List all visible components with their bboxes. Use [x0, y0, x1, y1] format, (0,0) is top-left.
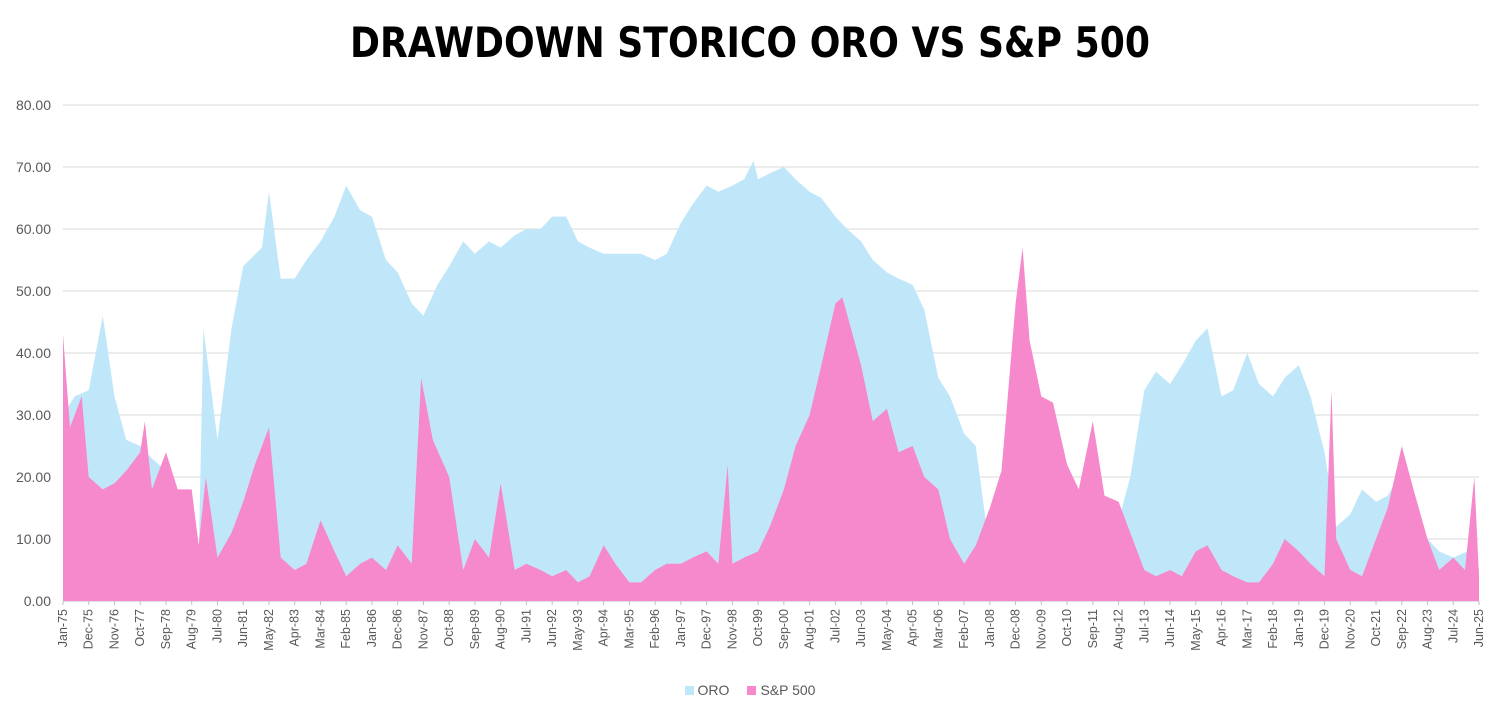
x-tick-label: Sep-22 [1395, 609, 1409, 649]
x-tick-label: Jan-86 [365, 609, 379, 647]
y-tick-label: 60.00 [16, 221, 51, 237]
x-tick-label: Aug-79 [185, 609, 199, 649]
y-tick-label: 30.00 [16, 407, 51, 423]
x-tick-label: May-93 [571, 609, 585, 651]
x-tick-label: Feb-18 [1266, 609, 1280, 649]
legend-swatch-oro [684, 685, 694, 695]
x-tick-label: Jun-92 [545, 609, 559, 647]
x-tick-label: Nov-98 [725, 609, 739, 649]
legend-label-sp500: S&P 500 [760, 682, 816, 698]
x-tick-label: Oct-10 [1060, 609, 1074, 647]
x-tick-label: Aug-12 [1112, 609, 1126, 649]
legend-item-oro: ORO [684, 682, 730, 698]
y-tick-label: 80.00 [16, 97, 51, 113]
x-tick-label: Oct-99 [751, 609, 765, 647]
x-tick-label: Jul-80 [210, 609, 224, 643]
y-tick-label: 10.00 [16, 531, 51, 547]
x-tick-label: Jul-13 [1137, 609, 1151, 643]
x-tick-label: Dec-97 [700, 609, 714, 649]
x-tick-label: Nov-09 [1034, 609, 1048, 649]
x-tick-label: Aug-90 [494, 609, 508, 649]
y-tick-label: 20.00 [16, 469, 51, 485]
x-tick-label: Jul-02 [828, 609, 842, 643]
x-tick-label: Sep-78 [159, 609, 173, 649]
x-tick-label: Nov-76 [107, 609, 121, 649]
x-tick-label: Jul-24 [1446, 609, 1460, 643]
x-tick-label: Nov-20 [1343, 609, 1357, 649]
x-tick-label: Apr-05 [906, 609, 920, 647]
x-tick-label: Mar-95 [622, 609, 636, 649]
series-areas [63, 160, 1479, 602]
y-tick-label: 70.00 [16, 159, 51, 175]
y-tick-label: 50.00 [16, 283, 51, 299]
x-axis: Jan-75 Dec-75 Nov-76 Oct-77 Sep-78 Aug-79 Jul-… [56, 601, 1486, 651]
y-tick-label: 0.00 [24, 593, 51, 609]
y-axis: 0.00 10.00 20.00 30.00 40.00 50.00 60.00 70.00 8… [16, 97, 51, 609]
x-tick-label: Sep-11 [1086, 609, 1100, 648]
x-tick-label: Jan-75 [56, 609, 70, 647]
x-tick-label: Dec-86 [391, 609, 405, 649]
x-tick-label: Oct-21 [1369, 609, 1383, 647]
x-tick-label: May-04 [880, 609, 894, 651]
x-tick-label: Aug-23 [1421, 609, 1435, 649]
x-tick-label: May-82 [262, 609, 276, 651]
x-tick-label: Mar-17 [1240, 609, 1254, 649]
legend-swatch-sp500 [747, 685, 757, 695]
chart-title: DRAWDOWN STORICO ORO VS S&P 500 [349, 18, 1150, 67]
legend-label-oro: ORO [697, 682, 730, 698]
x-tick-label: Dec-19 [1318, 609, 1332, 649]
series-area-sp500 [63, 247, 1479, 601]
x-tick-label: Jun-25 [1472, 609, 1486, 647]
x-tick-label: Jan-08 [983, 609, 997, 647]
x-tick-label: Jun-14 [1163, 609, 1177, 647]
x-tick-label: Dec-08 [1009, 609, 1023, 649]
legend-item-sp500: S&P 500 [747, 682, 815, 698]
y-tick-label: 40.00 [16, 345, 51, 361]
x-tick-label: Jun-03 [854, 609, 868, 647]
x-tick-label: Apr-83 [288, 609, 302, 647]
x-tick-label: Feb-96 [648, 609, 662, 649]
x-tick-label: Aug-01 [803, 609, 817, 649]
x-tick-label: Jun-81 [236, 609, 250, 647]
x-tick-label: Nov-87 [416, 609, 430, 649]
x-tick-label: Sep-89 [468, 609, 482, 649]
x-tick-label: Oct-88 [442, 609, 456, 647]
x-tick-label: Feb-85 [339, 609, 353, 649]
x-tick-label: Dec-75 [82, 609, 96, 649]
x-tick-label: May-15 [1189, 609, 1203, 651]
x-tick-label: Mar-84 [313, 609, 327, 649]
legend: ORO S&P 500 [0, 682, 1500, 698]
x-tick-label: Apr-16 [1215, 609, 1229, 647]
x-tick-label: Jan-19 [1292, 609, 1306, 647]
x-tick-label: Oct-77 [133, 609, 147, 647]
x-tick-label: Mar-06 [931, 609, 945, 649]
x-tick-label: Jul-91 [519, 609, 533, 643]
x-tick-label: Sep-00 [777, 609, 791, 649]
x-tick-label: Jan-97 [674, 609, 688, 647]
x-tick-label: Feb-07 [957, 609, 971, 649]
x-tick-label: Apr-94 [597, 609, 611, 647]
